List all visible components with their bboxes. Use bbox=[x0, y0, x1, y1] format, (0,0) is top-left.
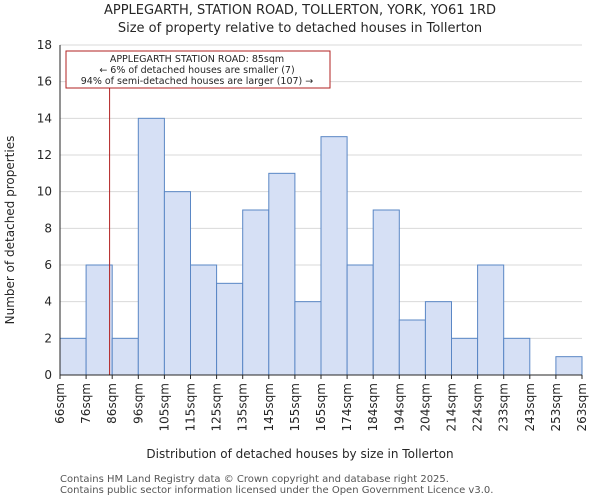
x-tick-label: 243sqm bbox=[523, 383, 537, 431]
bar bbox=[137, 117, 165, 376]
x-axis-label: Distribution of detached houses by size … bbox=[146, 447, 453, 461]
x-tick-label: 115sqm bbox=[184, 383, 198, 431]
x-tick-label: 263sqm bbox=[575, 383, 589, 431]
y-tick-label: 8 bbox=[44, 221, 52, 235]
bar bbox=[268, 172, 296, 376]
annotation-frame bbox=[65, 50, 331, 89]
x-tick-label: 174sqm bbox=[340, 383, 354, 431]
bar bbox=[216, 282, 244, 376]
y-tick-label: 16 bbox=[37, 75, 52, 89]
bars bbox=[59, 117, 583, 376]
x-tick-label: 233sqm bbox=[497, 383, 511, 431]
y-tick-label: 0 bbox=[44, 368, 52, 382]
bar bbox=[503, 337, 531, 376]
x-tick-label: 194sqm bbox=[392, 383, 406, 431]
y-tick-label: 6 bbox=[44, 258, 52, 272]
y-tick-label: 14 bbox=[37, 111, 52, 125]
footer-line-2: Contains public sector information licen… bbox=[60, 485, 494, 496]
bar bbox=[85, 264, 113, 376]
x-tick-label: 214sqm bbox=[445, 383, 459, 431]
annotation-line-2: ← 6% of detached houses are smaller (7) bbox=[99, 65, 294, 76]
bar bbox=[59, 337, 87, 376]
x-tick-label: 125sqm bbox=[210, 383, 224, 431]
y-tick-label: 18 bbox=[37, 38, 52, 52]
bar bbox=[111, 337, 139, 376]
x-ticks: 66sqm 76sqm 86sqm 96sqm 105sqm 115sqm 125sqm 13… bbox=[53, 375, 589, 431]
x-tick-label: 96sqm bbox=[131, 383, 145, 424]
y-tick-label: 12 bbox=[37, 148, 52, 162]
bar bbox=[242, 209, 270, 376]
bar bbox=[555, 356, 583, 376]
y-axis-label: Number of detached properties bbox=[3, 136, 17, 325]
bar bbox=[424, 301, 452, 376]
x-tick-label: 165sqm bbox=[314, 383, 328, 431]
x-tick-label: 224sqm bbox=[471, 383, 485, 431]
bar bbox=[163, 191, 191, 376]
bar bbox=[477, 264, 505, 376]
x-tick-label: 155sqm bbox=[288, 383, 302, 431]
y-tick-label: 10 bbox=[37, 185, 52, 199]
x-tick-label: 66sqm bbox=[53, 383, 67, 424]
bar bbox=[294, 301, 322, 376]
x-tick-label: 204sqm bbox=[418, 383, 432, 431]
bar bbox=[451, 337, 479, 376]
bar bbox=[190, 264, 218, 376]
x-tick-label: 184sqm bbox=[366, 383, 380, 431]
x-tick-label: 135sqm bbox=[236, 383, 250, 431]
annotation-line-3: 94% of semi-detached houses are larger (… bbox=[81, 76, 314, 87]
bar bbox=[398, 319, 426, 376]
chart-title: APPLEGARTH, STATION ROAD, TOLLERTON, YOR… bbox=[104, 3, 496, 18]
x-tick-label: 76sqm bbox=[79, 383, 93, 424]
footer-line-1: Contains HM Land Registry data © Crown c… bbox=[60, 474, 449, 485]
y-ticks: 0 2 4 6 8 10 12 14 16 18 bbox=[37, 38, 52, 382]
x-tick-label: 105sqm bbox=[157, 383, 171, 431]
y-tick-label: 2 bbox=[44, 331, 52, 345]
x-tick-label: 86sqm bbox=[105, 383, 119, 424]
bar bbox=[320, 136, 348, 376]
chart-subtitle: Size of property relative to detached ho… bbox=[118, 21, 482, 36]
annotation-box: APPLEGARTH STATION ROAD: 85sqm ← 6% of d… bbox=[65, 50, 331, 89]
y-tick-label: 4 bbox=[44, 295, 52, 309]
bar bbox=[346, 264, 374, 376]
x-tick-label: 253sqm bbox=[549, 383, 563, 431]
bar bbox=[372, 209, 400, 376]
x-tick-label: 145sqm bbox=[262, 383, 276, 431]
annotation-line-1: APPLEGARTH STATION ROAD: 85sqm bbox=[110, 54, 284, 65]
